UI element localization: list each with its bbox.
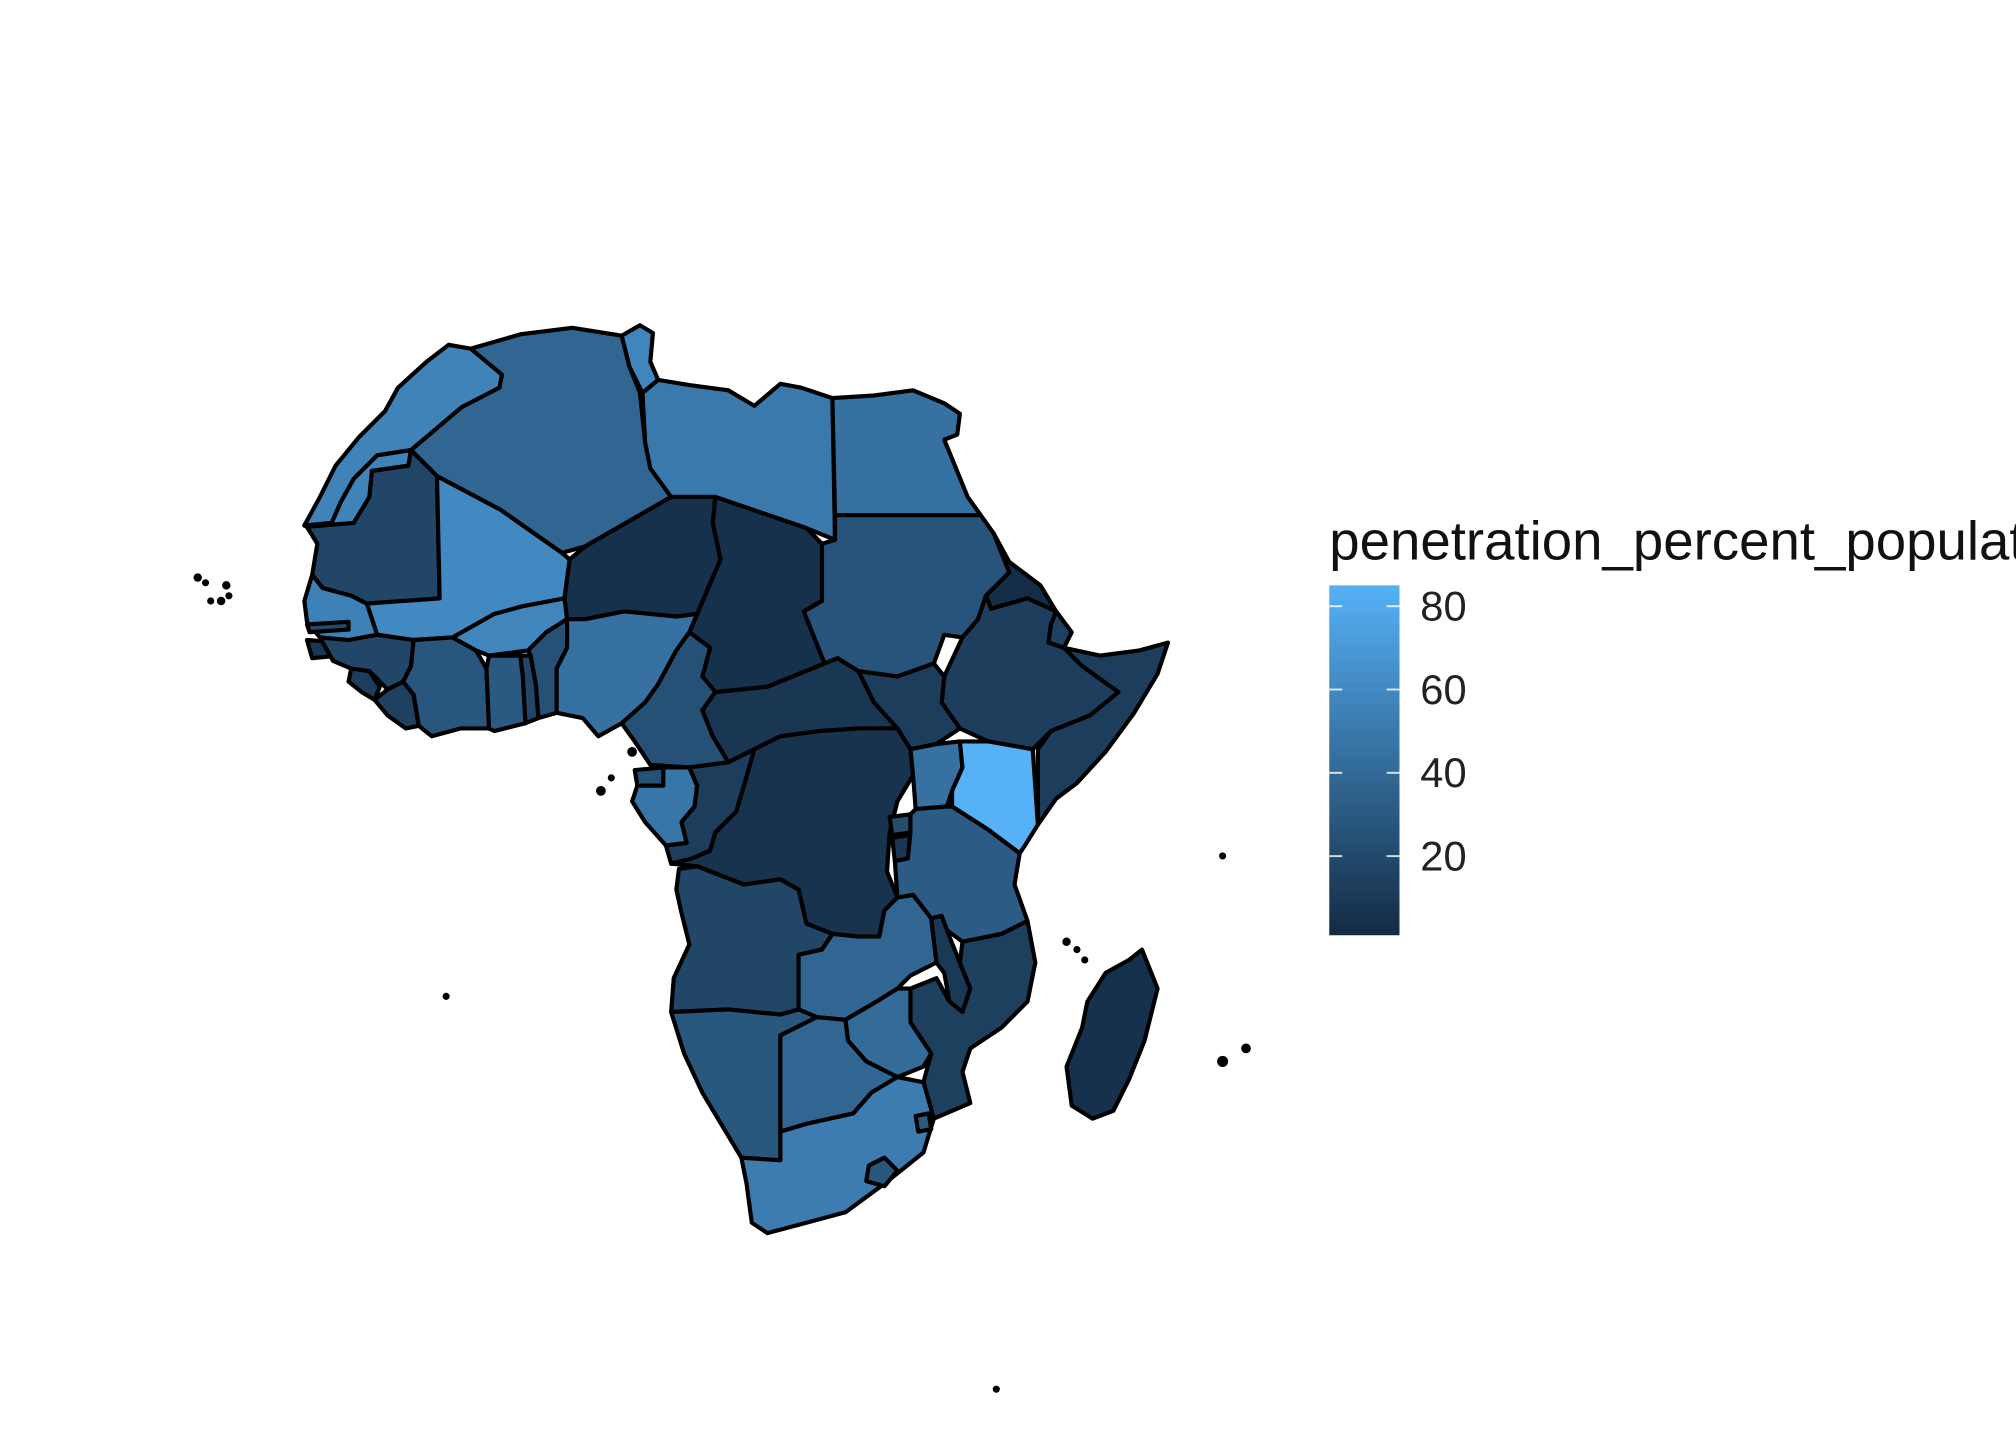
island-mauritius [1217, 1055, 1229, 1067]
country-cote-divoire [401, 635, 492, 739]
island-comoros-2 [1073, 945, 1081, 954]
island-cape-verde-5 [216, 596, 226, 606]
island-cape-verde-4 [207, 597, 215, 605]
country-zambia [796, 892, 939, 1022]
countries-layer [302, 323, 1171, 1236]
country-equatorial-guinea [632, 765, 666, 788]
legend-title: penetration_percent_population [1329, 510, 2016, 571]
island-seychelles [1219, 852, 1227, 860]
island-tristan [992, 1385, 1000, 1393]
island-comoros-1 [1062, 937, 1071, 946]
legend: penetration_percent_population 20 40 60 80 [1329, 510, 2016, 936]
legend-ticks: 20 40 60 80 [1329, 583, 1467, 879]
legend-tick-label: 40 [1420, 749, 1466, 796]
island-cape-verde-2 [201, 579, 210, 587]
island-sao-tome-2 [607, 774, 615, 782]
country-swaziland [913, 1111, 934, 1134]
island-comoros-3 [1081, 956, 1089, 964]
country-south-sudan [835, 656, 962, 752]
legend-tick-label: 80 [1420, 583, 1466, 630]
legend-tick-label: 20 [1420, 832, 1466, 879]
island-cape-verde-1 [193, 573, 202, 582]
island-cape-verde-6 [225, 592, 233, 600]
country-sudan [801, 513, 1012, 679]
country-somalia [1035, 640, 1171, 827]
country-rwanda [887, 812, 913, 838]
country-gambia [304, 619, 351, 635]
country-lesotho [864, 1155, 900, 1189]
country-egypt [830, 388, 983, 518]
islands-layer [193, 573, 1251, 1393]
country-tunisia [619, 323, 661, 395]
island-sao-tome-1 [596, 786, 606, 796]
country-mauritania [304, 448, 442, 606]
legend-colorbar [1329, 585, 1400, 936]
island-reunion [1241, 1043, 1251, 1054]
island-st-helena [442, 992, 450, 1000]
island-cape-verde-3 [222, 581, 231, 590]
country-madagascar [1064, 947, 1160, 1121]
island-bioko [627, 746, 637, 757]
legend-tick-label: 60 [1420, 666, 1466, 713]
